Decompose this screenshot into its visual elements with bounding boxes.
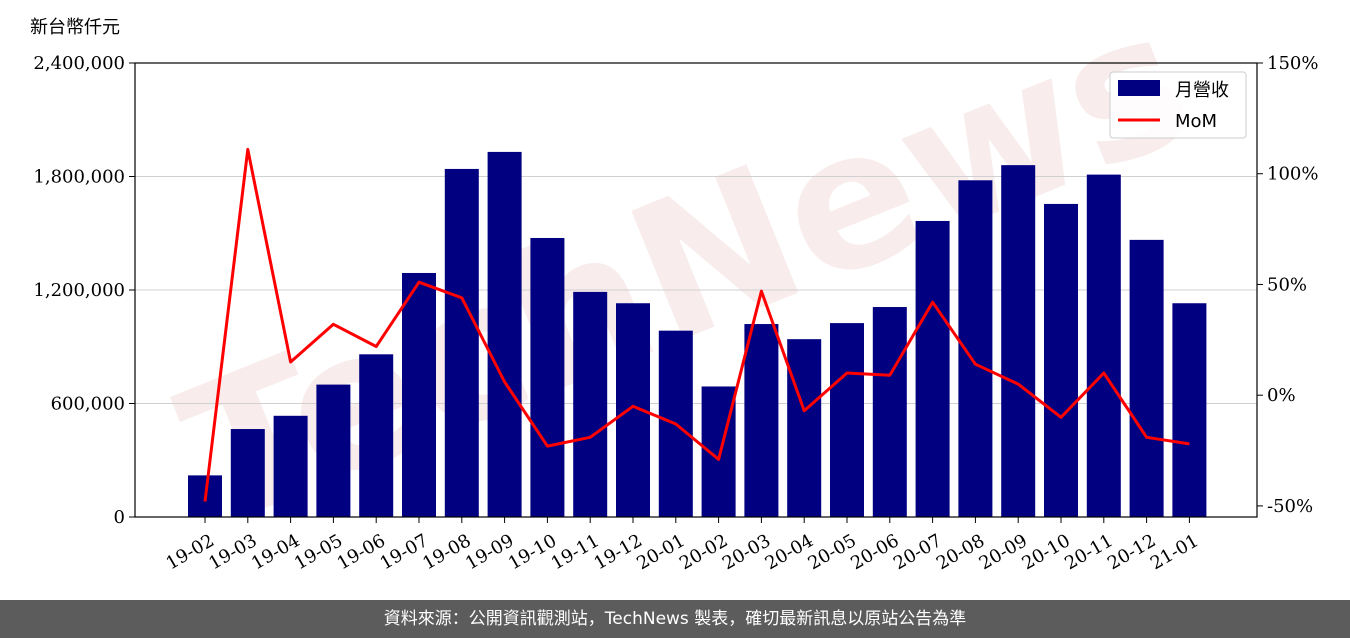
x-tick-label: 19-07 [376, 530, 431, 574]
x-tick-label: 19-11 [548, 530, 603, 574]
legend: 月營收 MoM [1109, 71, 1247, 139]
x-tick-label: 20-08 [933, 530, 988, 574]
left-axis: 0 600,000 1,200,000 1,800,000 2,400,000 [33, 53, 135, 528]
revenue-bar [230, 429, 265, 517]
left-tick-label: 600,000 [51, 394, 125, 415]
x-tick-label: 20-03 [719, 530, 774, 574]
x-tick-label: 19-06 [334, 530, 389, 574]
revenue-bar [1172, 303, 1207, 517]
revenue-bar [273, 415, 308, 517]
revenue-bar [1044, 203, 1078, 517]
revenue-bar [787, 339, 822, 517]
right-axis: -50% 0% 50% 100% 150% [1257, 53, 1318, 517]
mom-line-path [203, 147, 1190, 502]
revenue-bar [316, 384, 351, 517]
revenue-bar [487, 151, 522, 518]
left-tick-label: 0 [114, 507, 125, 528]
x-tick-label: 19-10 [505, 530, 560, 574]
right-tick-label: 0% [1267, 385, 1296, 406]
x-tick-label: 20-06 [847, 530, 902, 574]
revenue-bar [744, 324, 779, 517]
right-tick-label: -50% [1267, 496, 1313, 517]
x-tick-label: 20-02 [676, 530, 731, 574]
x-tick-label: 19-08 [419, 530, 474, 574]
revenue-bar [872, 307, 907, 517]
revenue-bar [915, 220, 950, 517]
x-tick-label: 19-12 [590, 530, 645, 574]
revenue-bar [1129, 239, 1164, 517]
right-tick-label: 50% [1267, 274, 1307, 295]
x-tick-label: 20-01 [633, 530, 688, 574]
revenue-chart: TechNews 0600,0001,200,0001,800,0002,400… [30, 0, 1318, 574]
x-tick-label: 21-01 [1147, 530, 1202, 574]
legend-bar-label: 月營收 [1175, 80, 1229, 101]
revenue-bar [1001, 165, 1036, 517]
x-tick-label: 19-02 [162, 530, 217, 574]
legend-bar-swatch [1118, 80, 1160, 96]
right-tick-label: 150% [1267, 53, 1318, 74]
x-tick-label: 20-05 [804, 530, 859, 574]
left-tick-label: 2,400,000 [33, 53, 125, 74]
revenue-bar [359, 354, 394, 517]
revenue-bar [1086, 174, 1121, 517]
revenue-bar [701, 386, 736, 517]
x-tick-label: 19-09 [462, 530, 517, 574]
revenue-bar [830, 323, 864, 517]
x-tick-label: 20-12 [1104, 530, 1159, 574]
x-tick-label: 20-09 [976, 530, 1031, 574]
revenue-bar [530, 237, 565, 517]
revenue-bar [573, 291, 608, 517]
revenue-bar [444, 168, 479, 517]
x-tick-label: 20-10 [1018, 530, 1073, 574]
left-tick-label: 1,800,000 [33, 167, 125, 188]
left-tick-label: 1,200,000 [33, 280, 125, 301]
bars [188, 151, 1207, 518]
x-tick-label: 20-11 [1061, 530, 1116, 574]
mom-line [203, 147, 1190, 502]
x-tick-label: 20-04 [762, 530, 817, 574]
right-tick-label: 100% [1267, 164, 1318, 185]
unit-label: 新台幣仟元 [30, 17, 120, 38]
legend-line-label: MoM [1175, 111, 1217, 132]
revenue-bar [402, 272, 436, 517]
x-tick-label: 20-07 [890, 530, 945, 574]
source-footer: 資料來源：公開資訊觀測站，TechNews 製表，確切最新訊息以原站公告為準 [0, 600, 1350, 638]
